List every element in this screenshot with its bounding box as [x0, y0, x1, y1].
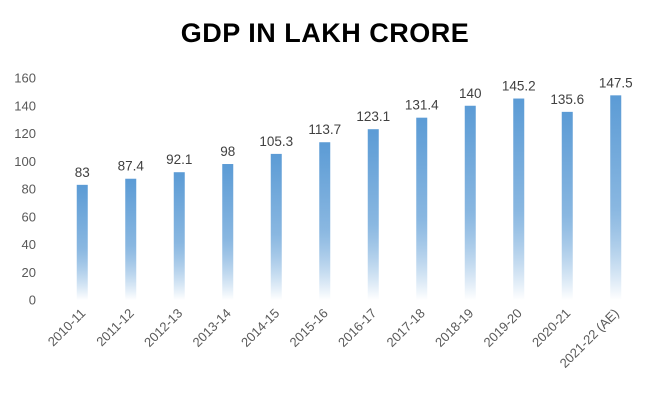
data-label: 131.4	[405, 98, 439, 113]
bar-2011-12	[125, 178, 137, 300]
bar-2016-17	[367, 129, 379, 300]
x-axis: 2010-11 2011-12 2012-13 2013-14 2014-15 2015-…	[45, 306, 622, 371]
y-tick-label: 0	[29, 293, 36, 308]
data-label: 145.2	[502, 79, 536, 94]
y-tick-label: 140	[14, 98, 36, 113]
bar-2020-21	[561, 111, 573, 300]
x-tick-label: 2018-19	[432, 306, 476, 350]
bar-2012-13	[173, 172, 185, 300]
y-tick-label: 100	[14, 154, 36, 169]
x-tick-label: 2012-13	[141, 306, 185, 350]
bar-2015-16	[319, 142, 331, 300]
x-tick-label: 2011-12	[93, 306, 137, 350]
x-tick-label: 2017-18	[384, 306, 428, 350]
data-label: 87.4	[118, 159, 145, 174]
bar-2021-22 (AE)	[610, 95, 622, 300]
y-tick-label: 160	[14, 71, 36, 86]
data-label: 92.1	[166, 152, 192, 167]
data-labels: 83 87.4 92.1 98 105.3 113.7 123.1 131.4 140 145.2…	[75, 75, 633, 179]
data-label: 135.6	[550, 92, 584, 107]
bar-2019-20	[513, 98, 525, 300]
y-tick-label: 60	[22, 209, 36, 224]
data-label: 140	[459, 86, 482, 101]
x-tick-label: 2015-16	[287, 306, 331, 350]
x-tick-label: 2013-14	[190, 306, 234, 350]
data-label: 123.1	[356, 109, 390, 124]
x-tick-label: 2014-15	[238, 306, 282, 350]
bar-2013-14	[222, 164, 234, 300]
bar-2010-11	[76, 184, 88, 300]
bar-series	[76, 95, 622, 301]
data-label: 83	[75, 165, 90, 180]
bar-2018-19	[464, 105, 476, 300]
y-tick-label: 120	[14, 126, 36, 141]
x-tick-label: 2010-11	[45, 306, 89, 350]
data-label: 98	[220, 144, 235, 159]
data-label: 105.3	[259, 134, 293, 149]
y-tick-label: 20	[22, 265, 36, 280]
x-tick-label: 2020-21	[529, 306, 573, 350]
x-tick-label: 2019-20	[481, 306, 525, 350]
y-tick-label: 80	[22, 182, 36, 197]
bar-2014-15	[270, 153, 282, 300]
y-axis: 0 20 40 60 80 100 120 140 160	[14, 71, 36, 308]
data-label: 147.5	[599, 75, 633, 90]
x-tick-label: 2016-17	[335, 306, 379, 350]
chart-title: GDP IN LAKH CRORE	[180, 18, 470, 48]
y-tick-label: 40	[22, 237, 36, 252]
data-label: 113.7	[308, 122, 341, 137]
bar-2017-18	[416, 117, 428, 301]
